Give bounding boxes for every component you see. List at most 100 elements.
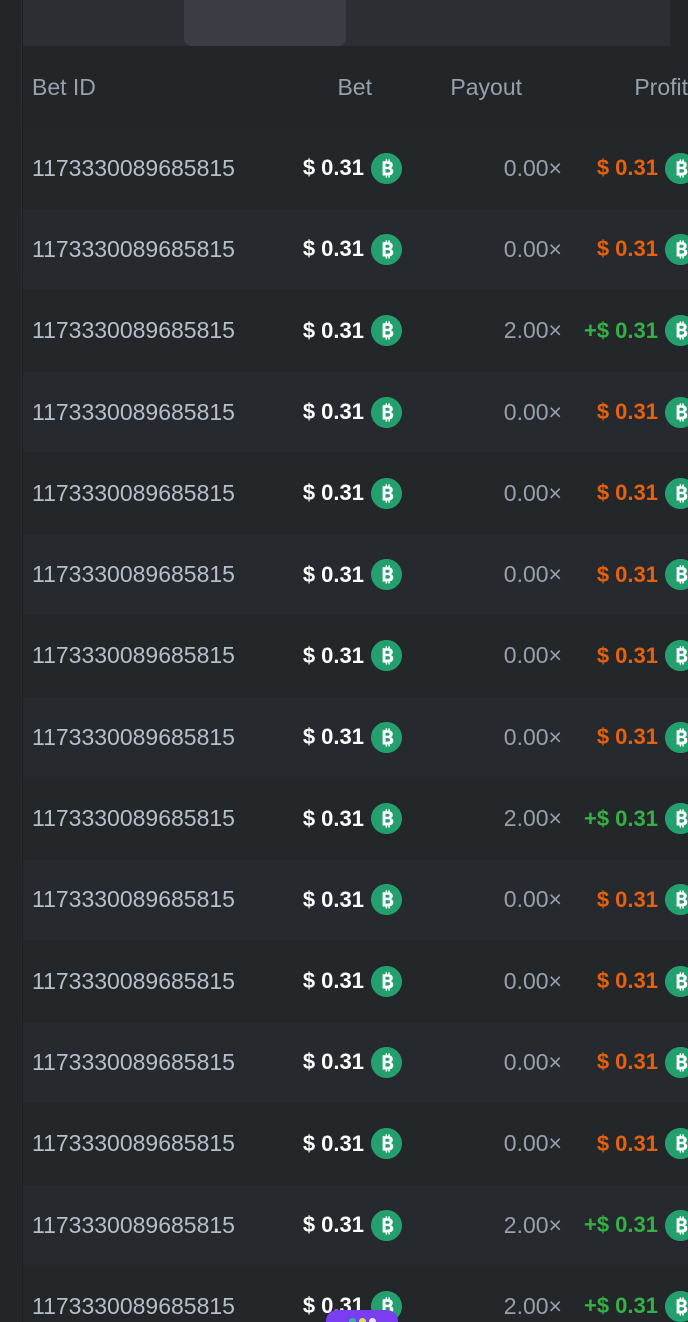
- profit-value: $ 0.31: [596, 886, 658, 912]
- column-header-bet-id: Bet ID: [32, 73, 96, 100]
- bitcoin-coin-icon: [665, 721, 688, 753]
- cell-bet-amount: $ 0.31: [282, 477, 402, 509]
- cell-payout: 0.00×: [503, 1048, 562, 1075]
- bitcoin-coin-icon: [665, 559, 688, 591]
- tab-all-bets[interactable]: All Bets: [22, 0, 184, 46]
- bet-amount-value: $ 0.31: [302, 1130, 364, 1156]
- table-row[interactable]: 1173330089685815 $ 0.31 0.00× $ 0.31: [22, 1022, 688, 1104]
- cell-payout: 0.00×: [503, 561, 562, 588]
- cell-bet-id[interactable]: 1173330089685815: [32, 805, 235, 832]
- cell-profit: $ 0.31: [574, 721, 688, 753]
- table-row[interactable]: 1173330089685815 $ 0.31 2.00× +$ 0.31: [22, 290, 688, 372]
- cell-payout: 0.00×: [503, 642, 562, 669]
- cell-payout: 2.00×: [503, 805, 562, 832]
- cell-bet-amount: $ 0.31: [282, 1209, 402, 1241]
- bitcoin-coin-icon: [371, 1209, 402, 1241]
- profit-value: +$ 0.31: [583, 805, 658, 831]
- cell-payout: 0.00×: [503, 967, 562, 994]
- bitcoin-coin-icon: [371, 477, 402, 509]
- bitcoin-coin-icon: [371, 559, 402, 591]
- bitcoin-coin-icon: [371, 233, 402, 265]
- cell-payout: 0.00×: [503, 154, 562, 181]
- bet-amount-value: $ 0.31: [302, 155, 364, 181]
- cell-bet-amount: $ 0.31: [282, 315, 402, 347]
- table-row[interactable]: 1173330089685815 $ 0.31 0.00× $ 0.31: [22, 371, 688, 454]
- profit-value: $ 0.31: [596, 724, 658, 750]
- floating-notification-pill[interactable]: [326, 1310, 398, 1322]
- cell-bet-id[interactable]: 1173330089685815: [32, 317, 235, 344]
- cell-bet-id[interactable]: 1173330089685815: [32, 1211, 235, 1238]
- pill-dot-icon: [348, 1317, 356, 1322]
- bet-amount-value: $ 0.31: [302, 1049, 364, 1075]
- cell-profit: $ 0.31: [574, 1046, 688, 1078]
- bitcoin-coin-icon: [371, 721, 402, 753]
- cell-bet-amount: $ 0.31: [282, 884, 402, 916]
- bet-amount-value: $ 0.31: [302, 561, 364, 587]
- cell-bet-id[interactable]: 1173330089685815: [32, 886, 235, 913]
- cell-bet-id[interactable]: 1173330089685815: [32, 642, 235, 669]
- cell-bet-amount: $ 0.31: [282, 233, 402, 265]
- cell-bet-amount: $ 0.31: [282, 1128, 402, 1160]
- cell-payout: 0.00×: [503, 479, 562, 506]
- bitcoin-coin-icon: [665, 803, 688, 835]
- profit-value: $ 0.31: [596, 236, 658, 262]
- table-row[interactable]: 1173330089685815 $ 0.31 0.00× $ 0.31: [22, 859, 688, 941]
- profit-value: $ 0.31: [596, 1130, 658, 1156]
- bitcoin-coin-icon: [665, 640, 688, 672]
- column-header-bet: Bet: [337, 73, 372, 100]
- cell-bet-id[interactable]: 1173330089685815: [32, 1130, 235, 1157]
- cell-bet-id[interactable]: 1173330089685815: [32, 561, 235, 588]
- cell-bet-id[interactable]: 1173330089685815: [32, 1292, 235, 1319]
- bet-amount-value: $ 0.31: [302, 317, 364, 343]
- table-row[interactable]: 1173330089685815 $ 0.31 0.00× $ 0.31: [22, 697, 688, 779]
- cell-payout: 2.00×: [503, 1292, 562, 1319]
- cell-bet-id[interactable]: 1173330089685815: [32, 1048, 235, 1075]
- bet-amount-value: $ 0.31: [302, 968, 364, 994]
- profit-value: $ 0.31: [596, 399, 658, 425]
- bet-amount-value: $ 0.31: [302, 805, 364, 831]
- cell-profit: $ 0.31: [574, 559, 688, 591]
- column-header-profit: Profit: [634, 73, 688, 100]
- cell-bet-amount: $ 0.31: [282, 396, 402, 428]
- cell-bet-id[interactable]: 1173330089685815: [32, 479, 235, 506]
- table-row[interactable]: 1173330089685815 $ 0.31 2.00× +$ 0.31: [22, 778, 688, 860]
- bitcoin-coin-icon: [665, 965, 688, 997]
- table-row[interactable]: 1173330089685815 $ 0.31 0.00× $ 0.31: [22, 615, 688, 698]
- cell-bet-id[interactable]: 1173330089685815: [32, 154, 235, 181]
- tab-my-bets[interactable]: My bets: [184, 0, 346, 46]
- bets-table-body[interactable]: 1173330089685815 $ 0.31 0.00× $ 0.31 1173330…: [22, 128, 688, 1322]
- bitcoin-coin-icon: [371, 1128, 402, 1160]
- bitcoin-coin-icon: [371, 884, 402, 916]
- bitcoin-coin-icon: [665, 1128, 688, 1160]
- cell-profit: $ 0.31: [574, 477, 688, 509]
- cell-profit: +$ 0.31: [574, 803, 688, 835]
- cell-profit: $ 0.31: [574, 233, 688, 265]
- bitcoin-coin-icon: [665, 1290, 688, 1322]
- cell-bet-id[interactable]: 1173330089685815: [32, 235, 235, 262]
- bet-amount-value: $ 0.31: [302, 886, 364, 912]
- cell-bet-amount: $ 0.31: [282, 640, 402, 672]
- profit-value: $ 0.31: [596, 480, 658, 506]
- table-row[interactable]: 1173330089685815 $ 0.31 0.00× $ 0.31: [22, 209, 688, 291]
- cell-bet-id[interactable]: 1173330089685815: [32, 723, 235, 750]
- table-row[interactable]: 1173330089685815 $ 0.31 0.00× $ 0.31: [22, 940, 688, 1023]
- tab-high-rollers[interactable]: High rollers: [346, 0, 508, 46]
- table-row[interactable]: 1173330089685815 $ 0.31 0.00× $ 0.31: [22, 534, 688, 616]
- cell-bet-amount: $ 0.31: [282, 721, 402, 753]
- table-row[interactable]: 1173330089685815 $ 0.31 0.00× $ 0.31: [22, 1103, 688, 1185]
- table-row[interactable]: 1173330089685815 $ 0.31 2.00× +$ 0.31: [22, 1184, 688, 1267]
- tab-contest[interactable]: Contest: [508, 0, 670, 46]
- table-row[interactable]: 1173330089685815 $ 0.31 0.00× $ 0.31: [22, 128, 688, 210]
- profit-value: +$ 0.31: [583, 317, 658, 343]
- cell-profit: $ 0.31: [574, 884, 688, 916]
- table-row[interactable]: 1173330089685815 $ 0.31 0.00× $ 0.31: [22, 453, 688, 535]
- pill-dot-icon: [358, 1317, 366, 1322]
- cell-profit: $ 0.31: [574, 152, 688, 184]
- cell-bet-id[interactable]: 1173330089685815: [32, 967, 235, 994]
- pill-dot-icon: [368, 1317, 376, 1322]
- cell-payout: 0.00×: [503, 1130, 562, 1157]
- cell-payout: 0.00×: [503, 398, 562, 425]
- cell-bet-id[interactable]: 1173330089685815: [32, 398, 235, 425]
- bets-tabbar: All BetsMy betsHigh rollersContest: [22, 0, 670, 46]
